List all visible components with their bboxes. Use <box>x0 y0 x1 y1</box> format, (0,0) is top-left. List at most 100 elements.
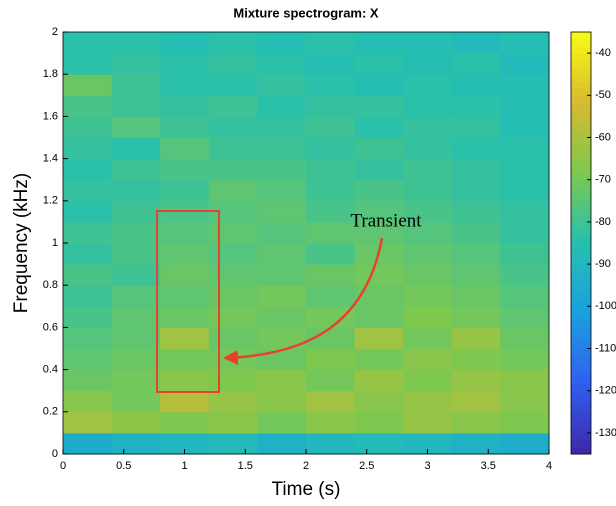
y-tick-label: 0.6 <box>43 321 58 333</box>
cell <box>257 390 307 413</box>
colorbar-step <box>571 404 591 413</box>
y-tick-label: 1.6 <box>43 110 58 122</box>
cell <box>63 432 113 455</box>
cell <box>354 137 404 160</box>
cell <box>160 264 210 286</box>
cell <box>160 74 210 96</box>
cell <box>306 53 356 75</box>
cell <box>451 74 501 96</box>
colorbar-step <box>571 172 591 181</box>
x-tick-label: 4 <box>546 460 552 472</box>
cell <box>160 327 210 349</box>
cell <box>403 264 453 286</box>
cell <box>306 116 356 138</box>
colorbar-step <box>571 186 591 195</box>
cell <box>354 411 404 434</box>
colorbar-step <box>571 228 591 237</box>
cell <box>257 74 307 96</box>
colorbar-step <box>571 355 591 364</box>
cell <box>160 348 210 371</box>
cell <box>306 32 356 54</box>
cell <box>451 179 501 202</box>
cell <box>500 200 550 223</box>
colorbar-step <box>571 306 591 314</box>
colorbar-step <box>571 46 591 54</box>
cell <box>257 243 307 265</box>
cell <box>451 264 501 286</box>
cell <box>257 264 307 286</box>
colorbar-step <box>571 397 591 406</box>
cell <box>160 179 210 202</box>
cell <box>403 32 453 54</box>
cell <box>111 369 161 392</box>
cell <box>354 179 404 202</box>
colorbar-step <box>571 214 591 223</box>
cell <box>500 390 550 413</box>
cell <box>160 137 210 160</box>
cell <box>111 221 161 244</box>
cell <box>451 306 501 328</box>
cell <box>403 221 453 244</box>
cell <box>500 369 550 392</box>
cell <box>208 53 258 75</box>
cell <box>160 116 210 138</box>
colorbar-tick-label: -60 <box>595 131 611 143</box>
cell <box>208 137 258 160</box>
cell <box>354 200 404 223</box>
colorbar-step <box>571 53 591 61</box>
cell <box>306 264 356 286</box>
x-tick-label: 1.5 <box>238 460 253 472</box>
cell <box>208 348 258 371</box>
x-tick-label: 0 <box>60 460 66 472</box>
colorbar-step <box>571 158 591 167</box>
cell <box>354 348 404 371</box>
cell <box>111 243 161 265</box>
colorbar-tick-label: -80 <box>595 216 611 228</box>
cell <box>500 95 550 117</box>
cell <box>500 327 550 349</box>
colorbar-step <box>571 193 591 202</box>
cell <box>354 432 404 455</box>
cell <box>500 243 550 265</box>
cell <box>208 390 258 413</box>
colorbar-tick-label: -70 <box>595 174 611 186</box>
cell <box>160 411 210 434</box>
cell <box>403 53 453 75</box>
cell <box>306 306 356 328</box>
cell <box>257 348 307 371</box>
cell <box>208 327 258 349</box>
cell <box>354 327 404 349</box>
y-tick-label: 0.4 <box>43 364 58 376</box>
cell <box>208 116 258 138</box>
cell <box>500 306 550 328</box>
colorbar-frame <box>570 31 592 455</box>
colorbar-step <box>571 264 591 272</box>
cell <box>403 179 453 202</box>
cell <box>63 264 113 286</box>
cell <box>306 158 356 181</box>
cell <box>451 116 501 138</box>
colorbar-step <box>571 243 591 251</box>
cell <box>306 137 356 160</box>
cell <box>111 264 161 286</box>
cell <box>500 179 550 202</box>
cell <box>63 179 113 202</box>
cell <box>63 137 113 160</box>
cell <box>257 137 307 160</box>
cell <box>257 53 307 75</box>
colorbar-step <box>571 151 591 160</box>
colorbar-tick-label: -110 <box>595 342 616 354</box>
cell <box>403 158 453 181</box>
cell <box>354 32 404 54</box>
cell <box>500 264 550 286</box>
cell <box>111 116 161 138</box>
cell <box>451 158 501 181</box>
cell <box>63 306 113 328</box>
colorbar-step <box>571 39 591 47</box>
colorbar-step <box>571 376 591 385</box>
colorbar-tick-label: -40 <box>595 47 611 59</box>
cell <box>111 285 161 307</box>
cell <box>257 179 307 202</box>
y-tick-label: 1 <box>52 237 58 249</box>
colorbar-tick-label: -90 <box>595 258 611 270</box>
